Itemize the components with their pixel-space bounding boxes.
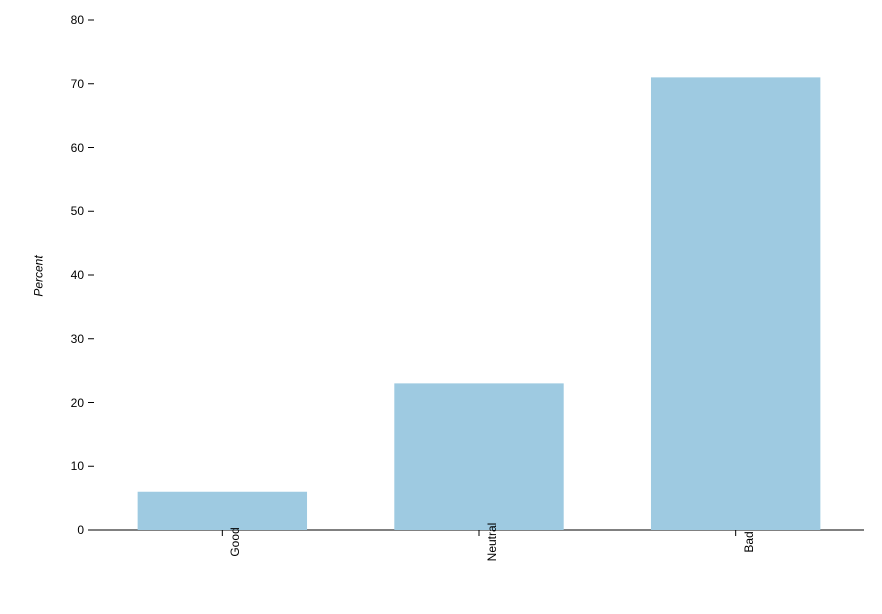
y-tick-label: 0 [44, 523, 84, 537]
y-tick-label: 30 [44, 332, 84, 346]
bar [138, 492, 307, 530]
bar [394, 383, 563, 530]
y-tick-label: 50 [44, 204, 84, 218]
y-tick-label: 60 [44, 141, 84, 155]
y-tick-label: 40 [44, 268, 84, 282]
chart-container: Percent 01020304050607080GoodNeutralBad [0, 0, 882, 614]
x-tick-label: Bad [742, 531, 756, 552]
y-tick-label: 20 [44, 396, 84, 410]
x-tick-label: Good [228, 527, 242, 556]
y-tick-label: 70 [44, 77, 84, 91]
y-tick-label: 10 [44, 459, 84, 473]
bar-chart [0, 0, 882, 614]
x-tick-label: Neutral [485, 523, 499, 562]
bar [651, 77, 820, 530]
y-tick-label: 80 [44, 13, 84, 27]
